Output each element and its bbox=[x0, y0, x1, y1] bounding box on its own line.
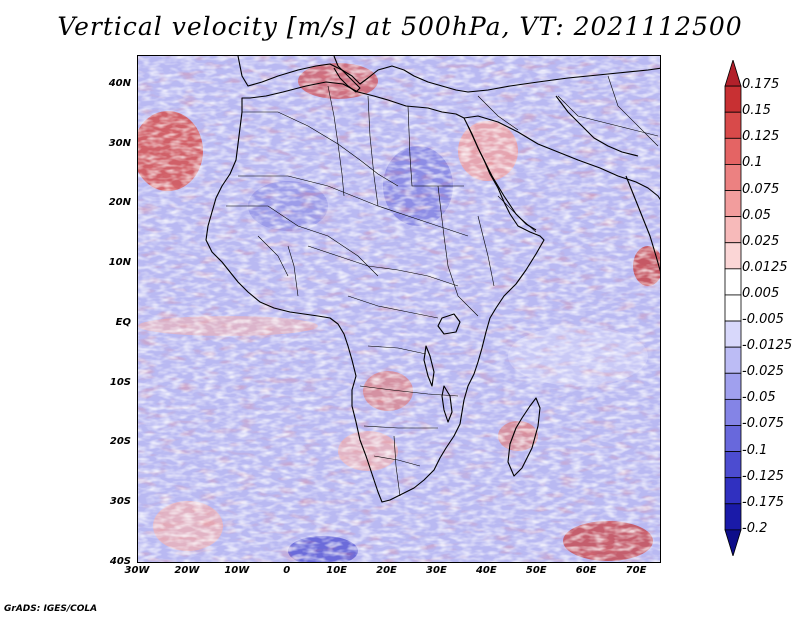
colorbar-segment bbox=[724, 451, 742, 479]
white-streaks bbox=[138, 56, 660, 562]
lat-tick-label: 10S bbox=[109, 376, 131, 388]
lat-tick-label: 40S bbox=[109, 556, 131, 567]
colorbar-label: -0.125 bbox=[742, 468, 784, 484]
lon-tick-label: 20W bbox=[174, 565, 200, 576]
colorbar-label: -0.1 bbox=[742, 442, 768, 458]
colorbar-segment bbox=[724, 164, 742, 191]
lon-tick-label: 40E bbox=[475, 565, 497, 576]
colorbar-label: -0.05 bbox=[742, 390, 776, 406]
colorbar-segment bbox=[724, 320, 742, 348]
colorbar-label: -0.0125 bbox=[742, 338, 793, 354]
colorbar-label: 0.025 bbox=[742, 233, 780, 249]
colorbar-segment bbox=[724, 111, 742, 139]
country-borders bbox=[226, 75, 659, 497]
arabia-coastline bbox=[463, 115, 660, 200]
colorbar-segment bbox=[724, 137, 742, 165]
colorbar-segment bbox=[724, 294, 742, 322]
colorbar-label: 0.125 bbox=[742, 129, 780, 145]
lon-tick-label: 60E bbox=[575, 565, 597, 576]
map-panel bbox=[137, 55, 661, 563]
chart-title: Vertical velocity [m/s] at 500hPa, VT: 2… bbox=[57, 12, 743, 41]
lat-tick-label: 30S bbox=[109, 496, 131, 508]
colorbar-segment bbox=[724, 216, 742, 244]
lat-tick-label: 40N bbox=[108, 77, 131, 89]
colorbar-segment bbox=[724, 346, 742, 374]
colorbar-label: 0.075 bbox=[742, 181, 780, 197]
grads-credit: GrADS: IGES/COLA bbox=[4, 604, 98, 614]
colorbar-label: -0.025 bbox=[742, 364, 784, 380]
lat-tick-label: 20N bbox=[108, 197, 131, 209]
colorbar-label: 0.05 bbox=[742, 207, 771, 223]
lat-tick-label: 10N bbox=[108, 257, 131, 269]
colorbar-label: 0.0125 bbox=[742, 259, 788, 275]
colorbar-label: -0.075 bbox=[742, 416, 784, 432]
red-sea-coast bbox=[467, 125, 537, 231]
lon-tick-label: 10E bbox=[326, 565, 347, 576]
lat-tick-label: EQ bbox=[115, 316, 131, 328]
colorbar-label: 0.175 bbox=[742, 77, 780, 93]
colorbar-segment bbox=[724, 268, 742, 296]
colorbar-segment bbox=[724, 242, 742, 270]
india-coastline bbox=[625, 175, 660, 272]
colorbar-segment bbox=[724, 85, 742, 113]
lake-victoria bbox=[437, 313, 461, 335]
lon-tick-label: 30W bbox=[124, 565, 150, 576]
colorbar-label: 0.1 bbox=[742, 155, 763, 171]
colorbar-label: -0.2 bbox=[742, 520, 768, 536]
lat-tick-label: 20S bbox=[109, 436, 131, 448]
coastlines bbox=[205, 56, 660, 503]
colorbar-label: 0.15 bbox=[742, 103, 771, 119]
colorbar-segment bbox=[724, 398, 742, 426]
colorbar-label: -0.175 bbox=[742, 494, 784, 510]
colorbar-segment bbox=[724, 190, 742, 218]
lon-tick-label: 50E bbox=[525, 565, 547, 576]
colorbar bbox=[724, 60, 742, 556]
europe-coastline bbox=[237, 56, 660, 93]
colorbar-label: -0.005 bbox=[742, 312, 784, 328]
lon-tick-label: 70E bbox=[625, 565, 647, 576]
lon-tick-label: 10W bbox=[224, 565, 250, 576]
lat-tick-label: 30N bbox=[108, 137, 131, 149]
colorbar-segment bbox=[724, 477, 742, 505]
colorbar-segment bbox=[724, 503, 742, 531]
persian-gulf-coast bbox=[555, 95, 639, 157]
africa-coastline bbox=[205, 81, 545, 503]
velocity-field-map bbox=[138, 56, 660, 562]
lon-tick-label: 30E bbox=[426, 565, 447, 576]
italy-coastline bbox=[333, 56, 361, 93]
madagascar-coastline bbox=[507, 397, 541, 477]
lake-tanganyika bbox=[423, 345, 435, 387]
colorbar-label: 0.005 bbox=[742, 285, 780, 301]
colorbar-segment bbox=[724, 60, 742, 87]
colorbar-segment bbox=[724, 372, 742, 400]
lon-tick-label: 20E bbox=[376, 565, 397, 576]
colorbar-segment bbox=[724, 529, 742, 556]
lon-tick-label: 0 bbox=[283, 565, 291, 576]
colorbar-segment bbox=[724, 425, 742, 452]
lake-malawi bbox=[441, 385, 453, 423]
